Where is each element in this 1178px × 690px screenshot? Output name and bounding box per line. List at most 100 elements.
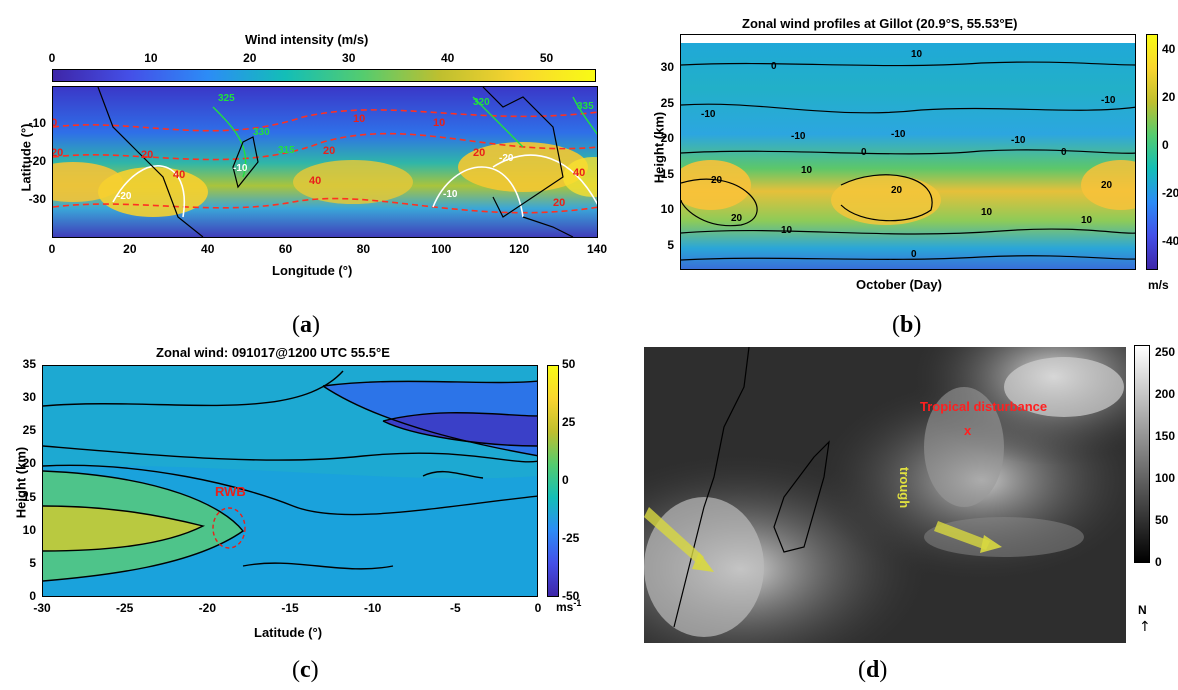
- panel-a: Wind intensity (m/s) 0 10 20 30 40 50: [0, 0, 608, 345]
- b-yticks-label: 30: [660, 60, 674, 74]
- b-label-12: 0: [911, 249, 917, 260]
- trough-label: trough: [897, 467, 912, 509]
- b-cbticks-label: -40: [1162, 234, 1178, 248]
- b-label-9: 20: [711, 175, 723, 186]
- c-cbticks-label: 0: [562, 473, 569, 487]
- b-yticks-label: 25: [660, 95, 674, 110]
- panel-b-colorbar: [1146, 34, 1158, 270]
- panel-b-ylabel: Height (km): [651, 111, 667, 184]
- a-cbticks-label: 40: [440, 51, 455, 65]
- d-cbticks-label: 0: [1155, 555, 1162, 569]
- c-xticks-label: -20: [198, 601, 216, 615]
- b-label-7: 0: [861, 147, 867, 158]
- a-xticks-label: 120: [509, 242, 530, 256]
- red-label-8: 40: [309, 175, 322, 187]
- disturbance-label: Tropical disturbance: [920, 399, 1048, 414]
- b-label-8: 10: [801, 165, 813, 176]
- panel-d-image: Tropical disturbance x trough: [644, 347, 1126, 643]
- disturbance-marker: x: [964, 423, 972, 438]
- a-yticks-label: -20: [28, 154, 46, 168]
- b-label-10: 20: [731, 213, 743, 224]
- white-label-3: -10: [443, 189, 458, 200]
- b-yticks-label: 10: [660, 202, 674, 217]
- a-xticks-label: 80: [356, 242, 371, 256]
- d-cbticks-label: 250: [1155, 345, 1176, 359]
- b-label-14: 20: [891, 185, 903, 196]
- panel-a-colorbar-title: Wind intensity (m/s): [245, 32, 369, 47]
- panel-b: Zonal wind profiles at Gillot (20.9°S, 5…: [600, 0, 1178, 345]
- b-label-11: 10: [981, 207, 993, 218]
- red-label-7: 20: [323, 145, 336, 157]
- c-yticks-label: 5: [29, 555, 36, 570]
- b-yticks-label: 20: [660, 131, 674, 146]
- panel-b-title: Zonal wind profiles at Gillot (20.9°S, 5…: [742, 16, 1018, 31]
- north-label: N: [1138, 603, 1147, 617]
- panel-c-plot: RWB: [42, 365, 538, 597]
- panel-c-title: Zonal wind: 091017@1200 UTC 55.5°E: [156, 345, 390, 360]
- panel-a-plot: 10 20 40 40 20 10 20 40 10 20 20 40 -20 …: [52, 86, 598, 238]
- d-cbticks-label: 200: [1155, 387, 1176, 401]
- b-label-16: 0: [1061, 147, 1067, 158]
- b-cbticks-label: 40: [1162, 42, 1176, 56]
- panel-a-xlabel: Longitude (°): [272, 263, 353, 278]
- red-label-9: 10: [433, 117, 446, 129]
- panel-c-heatmap: [43, 366, 537, 596]
- panel-b-xlabel: October (Day): [856, 277, 942, 292]
- a-xticks-label: 20: [123, 242, 137, 256]
- a-xticks-label: 0: [48, 242, 56, 256]
- c-cbticks-label: -50: [562, 589, 580, 603]
- red-label-1: 10: [53, 117, 57, 129]
- panel-a-colorbar: [52, 69, 596, 82]
- a-xticks-label: 40: [201, 242, 215, 256]
- red-label-12: 40: [573, 167, 586, 179]
- white-label-4: -20: [499, 153, 514, 164]
- d-cbticks-label: 50: [1155, 513, 1169, 527]
- panel-c-ylabel: Height (km): [13, 446, 29, 519]
- panel-d: Tropical disturbance x trough 250 200 150 1…: [600, 345, 1178, 690]
- b-cbticks-label: -20: [1162, 186, 1178, 200]
- panel-a-map: [53, 87, 597, 237]
- green-label-3: 315: [278, 145, 295, 156]
- b-label-6: -10: [1011, 135, 1026, 146]
- a-yticks-label: -30: [28, 192, 46, 206]
- green-label-4: 320: [473, 97, 490, 108]
- b-label-18: 20: [1101, 180, 1113, 191]
- c-yticks-label: 20: [22, 456, 36, 471]
- b-cbticks-label: 20: [1162, 90, 1176, 104]
- b-label-13: 10: [781, 225, 793, 236]
- a-xticks-label: 100: [431, 242, 452, 256]
- a-cbticks-label: 0: [48, 51, 56, 65]
- a-yticks-label: -10: [28, 116, 46, 130]
- red-label-11: 20: [553, 197, 566, 209]
- panel-b-sublabel: (b): [892, 312, 922, 338]
- panel-c-xlabel: Latitude (°): [254, 625, 323, 640]
- c-xticks-label: 0: [534, 601, 542, 615]
- green-label-5: 335: [577, 101, 594, 112]
- red-label-6: 10: [353, 113, 366, 125]
- a-cbticks-label: 20: [243, 51, 257, 65]
- panel-c-rwb-label: RWB: [215, 484, 246, 499]
- red-label-3: 40: [53, 182, 54, 194]
- green-label-2: 330: [253, 127, 270, 138]
- b-label-15: 10: [1081, 215, 1093, 226]
- red-label-10: 20: [473, 147, 486, 159]
- c-cbticks-label: 25: [562, 415, 576, 429]
- green-label-1: 325: [218, 93, 235, 104]
- a-xticks-label: 60: [278, 242, 293, 256]
- b-yticks-label: 15: [660, 166, 674, 181]
- c-yticks-label: 15: [22, 489, 36, 504]
- c-cbticks-label: -25: [562, 531, 580, 545]
- panel-c-colorbar-unit: ms-1: [556, 598, 582, 614]
- c-yticks-label: 25: [22, 423, 36, 438]
- a-xticks-label: 140: [586, 242, 608, 256]
- b-cbticks-label: 0: [1162, 138, 1169, 152]
- north-arrow-icon: ↑: [1139, 619, 1151, 635]
- b-label-3: -10: [701, 109, 716, 120]
- panel-b-colorbar-unit: m/s: [1148, 278, 1169, 292]
- c-cbticks-label: 50: [562, 357, 576, 371]
- panel-a-ylabel: Latitude (°): [18, 123, 34, 192]
- panel-b-heatmap: [681, 35, 1135, 269]
- panel-c: Zonal wind: 091017@1200 UTC 55.5°E RWB 5…: [0, 345, 600, 690]
- panel-a-sublabel: (a): [292, 312, 320, 338]
- b-label-4: -10: [791, 131, 806, 142]
